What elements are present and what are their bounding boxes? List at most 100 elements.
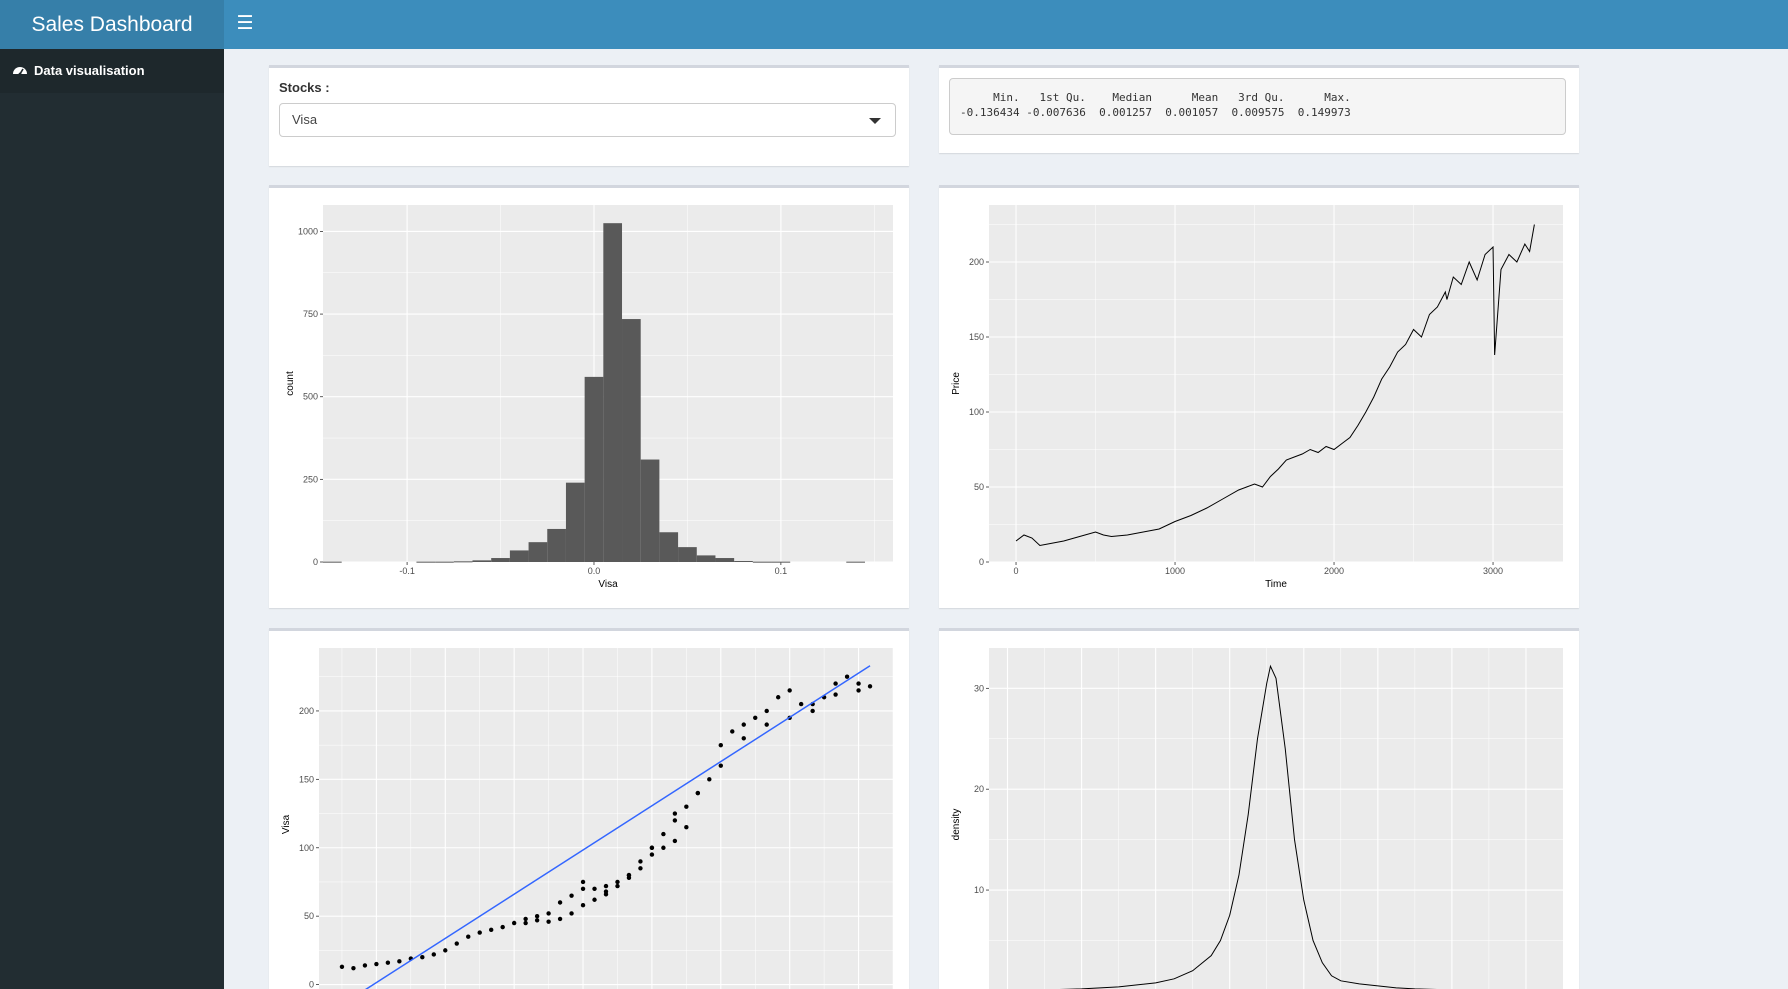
scatter-point	[741, 722, 746, 727]
price-series-line	[1015, 224, 1535, 547]
scatter-point	[718, 763, 723, 768]
y-axis-label: density	[951, 809, 962, 841]
x-tick-label: 0.1	[775, 566, 788, 576]
scatter-point	[661, 831, 666, 837]
scatter-point	[649, 852, 655, 857]
density-chart: 10 20 30 density	[951, 648, 1563, 989]
scatter-point	[833, 692, 838, 697]
sidebar-item-data-visualisation[interactable]: Data visualisation	[0, 49, 224, 93]
y-tick-label: 150	[969, 332, 984, 342]
scatter-point	[477, 930, 482, 935]
x-axis-label: Time	[1265, 579, 1287, 590]
histogram-bar	[528, 542, 548, 562]
density-box: 10 20 30 density	[939, 628, 1579, 989]
y-tick-label: 150	[299, 774, 314, 784]
dashboard-icon	[13, 67, 27, 76]
scatter-point	[684, 825, 689, 830]
scatter-point	[569, 911, 574, 916]
scatter-point	[443, 948, 448, 953]
y-axis-label: count	[285, 371, 296, 396]
scatter-point	[764, 708, 769, 714]
histogram-bar	[771, 561, 791, 563]
scatter-point	[397, 959, 402, 964]
histogram-bar	[752, 561, 772, 563]
scatter-point	[672, 811, 678, 816]
chevron-down-icon	[869, 118, 881, 124]
scatter-point	[730, 729, 735, 734]
histogram-bar	[846, 561, 865, 563]
y-tick-label: 200	[969, 257, 984, 267]
stocks-label: Stocks :	[279, 80, 330, 95]
x-tick-label: 2000	[1324, 566, 1344, 576]
scatter-point	[580, 886, 586, 892]
stocks-select-value: Visa	[292, 112, 318, 127]
histogram-bar	[491, 558, 510, 562]
scatter-point	[856, 688, 861, 693]
scatter-point	[661, 845, 666, 850]
y-tick-label: 0	[979, 557, 984, 567]
histogram-bar	[715, 558, 735, 562]
histogram-chart: -0.1 0.0 0.1 0 250 500 750 1000 Visa count	[285, 205, 893, 590]
scatter-point	[764, 722, 769, 727]
stock-select-box: Stocks : Visa	[269, 65, 909, 166]
y-tick-label: 500	[303, 392, 318, 402]
scatter-point	[454, 941, 459, 946]
x-tick-label: 3000	[1483, 566, 1503, 576]
y-tick-label: 0	[309, 980, 314, 989]
scatter-point	[684, 804, 689, 809]
histogram-bar	[472, 560, 492, 562]
x-tick-label: 0	[1014, 566, 1019, 576]
histogram-bar	[323, 561, 342, 563]
scatter-point	[569, 893, 574, 898]
y-tick-label: 100	[299, 843, 314, 853]
scatter-point	[776, 695, 781, 700]
y-tick-label: 1000	[298, 226, 318, 236]
scatter-point	[557, 900, 563, 905]
scatter-point	[374, 961, 379, 967]
scatter-point	[592, 886, 597, 892]
y-tick-label: 30	[974, 683, 984, 693]
scatter-point	[580, 903, 586, 908]
y-tick-label: 0	[313, 557, 318, 567]
scatter-point	[534, 918, 540, 923]
histogram-bar	[659, 532, 679, 562]
scatter-point	[546, 911, 551, 916]
histogram-bar	[509, 550, 529, 562]
scatter-point	[603, 883, 609, 889]
y-tick-label: 50	[974, 482, 984, 492]
scatter-point	[489, 927, 494, 933]
header-bar: Sales Dashboard ☰	[0, 0, 1788, 49]
scatter-point	[580, 879, 586, 885]
scatter-box: 0 50 100 150 200 Visa	[269, 628, 909, 989]
summary-box: Min. 1st Qu. Median Mean 3rd Qu. Max. -0…	[939, 65, 1579, 153]
scatter-point	[592, 897, 597, 902]
hamburger-menu-icon: ☰	[236, 13, 254, 34]
scatter-point	[523, 920, 528, 926]
price-chart-box: 0 1000 2000 3000 0 50 100 150 200 Time Price	[939, 185, 1579, 608]
app-title[interactable]: Sales Dashboard	[0, 0, 224, 49]
y-tick-label: 750	[303, 309, 318, 319]
histogram-bar	[547, 528, 566, 562]
scatter-point	[615, 879, 620, 885]
histogram-bar	[678, 547, 697, 562]
stocks-select[interactable]: Visa	[279, 103, 896, 137]
price-line-chart: 0 1000 2000 3000 0 50 100 150 200 Time Price	[951, 205, 1563, 590]
scatter-point	[638, 859, 643, 864]
scatter-point	[672, 818, 678, 823]
scatter-point	[385, 960, 391, 965]
plot-panel	[989, 205, 1563, 562]
scatter-point	[339, 964, 345, 969]
y-axis-label: Price	[951, 372, 962, 395]
sidebar-toggle-button[interactable]: ☰	[232, 0, 258, 49]
plot-panel	[319, 648, 893, 989]
scatter-point	[638, 866, 643, 871]
y-tick-label: 250	[303, 474, 318, 484]
sidebar-item-label: Data visualisation	[34, 63, 145, 78]
scatter-point	[534, 913, 540, 919]
scatter-point	[695, 790, 701, 796]
scatter-point	[511, 920, 517, 926]
histogram-bar	[622, 319, 641, 562]
plot-panel	[989, 648, 1563, 989]
x-tick-label: 0.0	[588, 566, 601, 576]
scatter-point	[431, 952, 436, 957]
